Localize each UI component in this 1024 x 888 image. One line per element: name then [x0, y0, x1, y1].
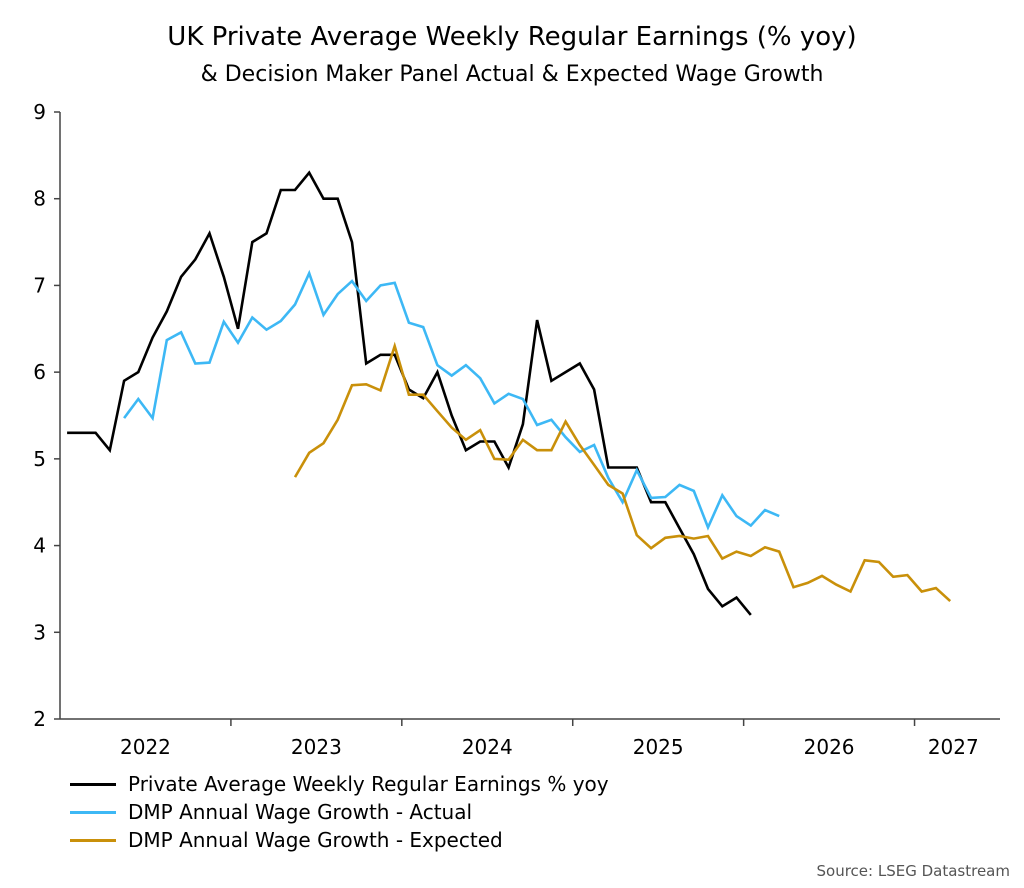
y-tick-label: 2: [33, 707, 46, 731]
legend-item-dmp-actual: DMP Annual Wage Growth - Actual: [70, 798, 609, 826]
x-tick-label: 2026: [804, 735, 855, 759]
y-tick-label: 6: [33, 360, 46, 384]
chart-subtitle: & Decision Maker Panel Actual & Expected…: [200, 62, 824, 87]
legend-swatch: [70, 810, 116, 814]
legend-label: DMP Annual Wage Growth - Expected: [128, 828, 503, 852]
series-line-dmp-actual: [123, 269, 780, 531]
x-tick-label: 2023: [291, 735, 342, 759]
legend-label: Private Average Weekly Regular Earnings …: [128, 772, 609, 796]
y-tick-label: 4: [33, 534, 46, 558]
x-tick-label: 2024: [462, 735, 513, 759]
legend-item-dmp-expected: DMP Annual Wage Growth - Expected: [70, 826, 609, 854]
legend-swatch: [70, 838, 116, 842]
y-tick-label: 7: [33, 273, 46, 297]
y-tick-label: 8: [33, 187, 46, 211]
legend-item-awe: Private Average Weekly Regular Earnings …: [70, 770, 609, 798]
y-tick-label: 5: [33, 447, 46, 471]
x-tick-label: 2022: [120, 735, 171, 759]
legend-label: DMP Annual Wage Growth - Actual: [128, 800, 473, 824]
y-tick-label: 3: [33, 620, 46, 644]
x-tick-label: 2027: [928, 735, 979, 759]
legend-swatch: [70, 782, 116, 786]
legend: Private Average Weekly Regular Earnings …: [70, 770, 609, 854]
source-note: Source: LSEG Datastream: [816, 862, 1010, 880]
x-tick-label: 2025: [633, 735, 684, 759]
series-line-dmp-expected: [293, 341, 952, 603]
chart-title: UK Private Average Weekly Regular Earnin…: [167, 22, 857, 52]
y-tick-label: 9: [33, 100, 46, 124]
